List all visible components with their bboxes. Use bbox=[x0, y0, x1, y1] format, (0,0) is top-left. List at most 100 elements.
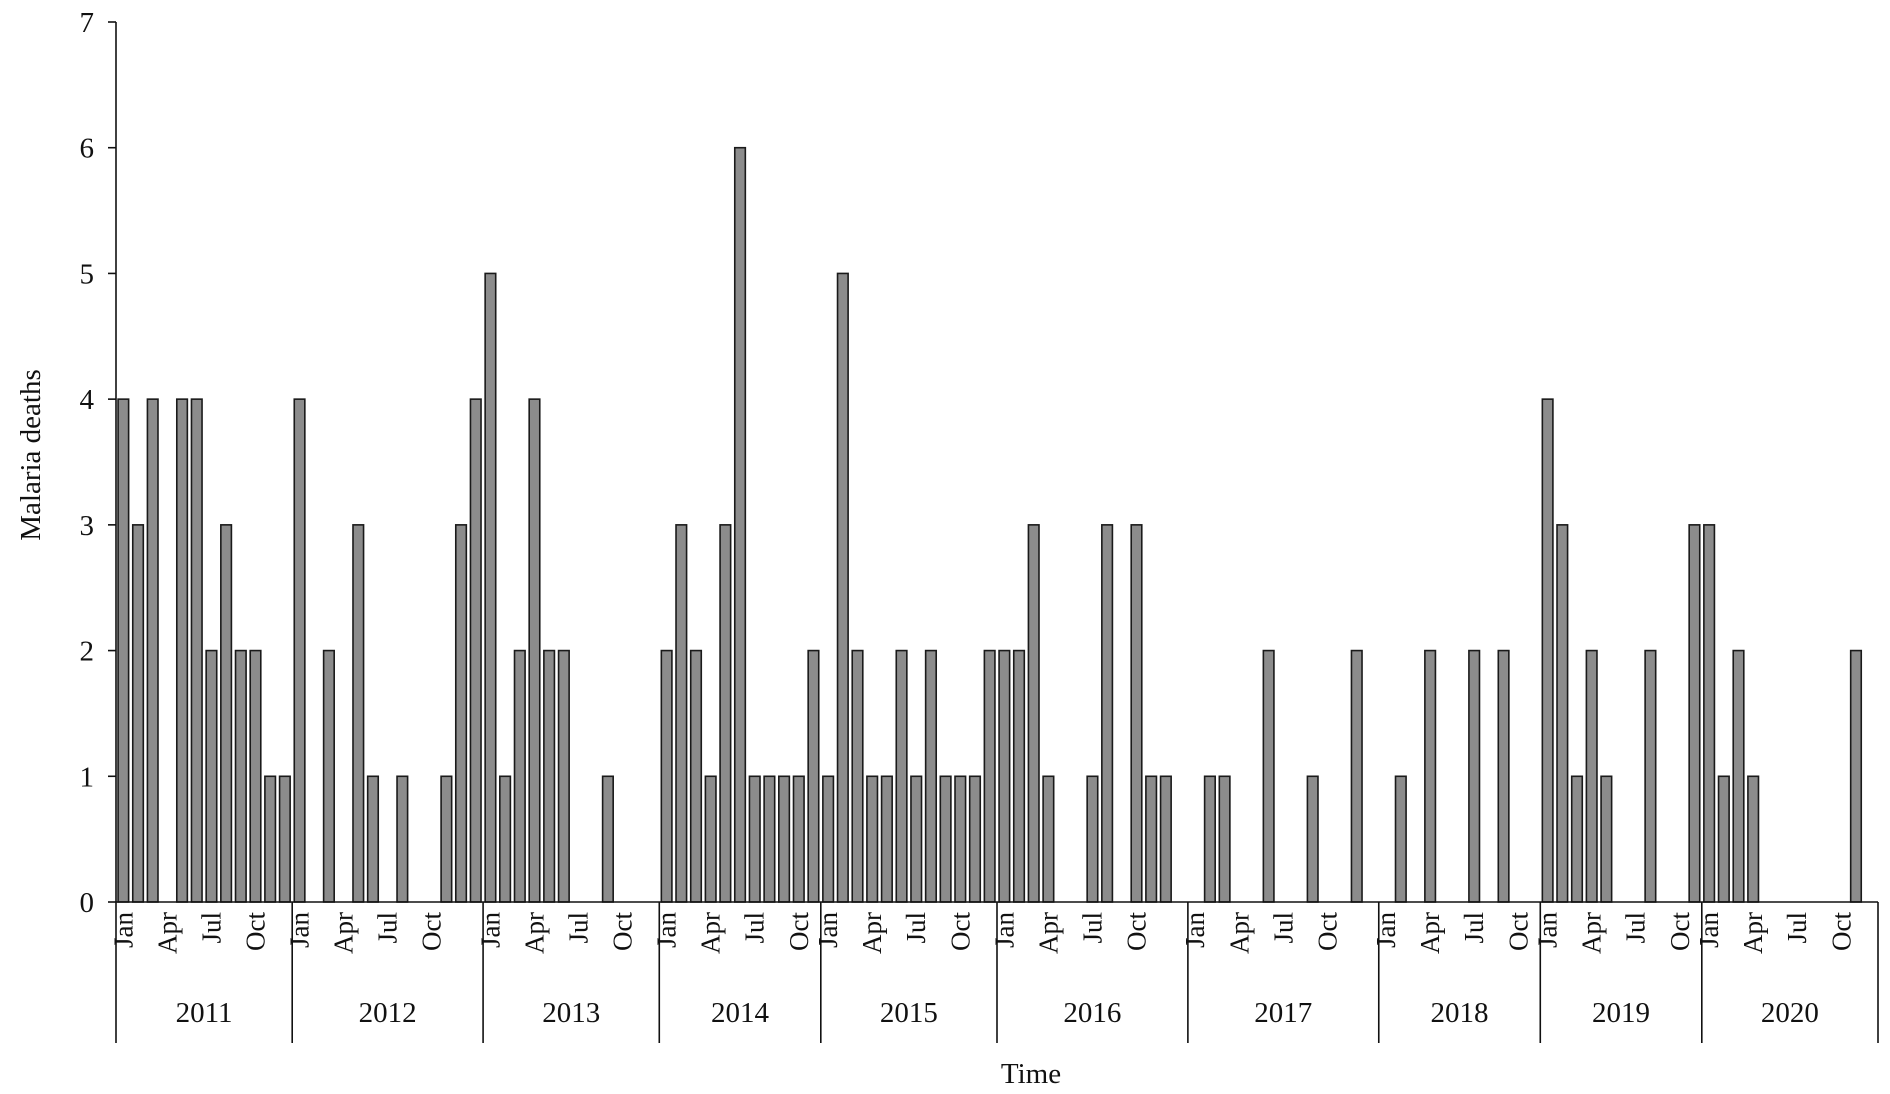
month-label-2013-jul: Jul bbox=[564, 912, 594, 944]
month-label-2013-oct: Oct bbox=[608, 912, 638, 951]
month-label-2020-apr: Apr bbox=[1738, 912, 1768, 954]
bar-2012-1 bbox=[293, 398, 306, 903]
bar-2019-2 bbox=[1556, 524, 1569, 903]
bar-2019-3 bbox=[1570, 775, 1584, 903]
bar-2011-6 bbox=[190, 398, 203, 903]
bar-2019-8 bbox=[1644, 649, 1657, 903]
month-label-2011-jan: Jan bbox=[108, 912, 138, 948]
bar-2012-12 bbox=[454, 524, 468, 903]
bar-2014-1 bbox=[660, 649, 673, 903]
bar-2020-2 bbox=[1717, 775, 1730, 903]
bar-2018-9 bbox=[1497, 649, 1510, 903]
month-label-2020-oct: Oct bbox=[1826, 912, 1856, 951]
bar-2015-7 bbox=[910, 775, 923, 903]
y-tick-label-6: 6 bbox=[80, 133, 95, 165]
bar-2016-10 bbox=[1130, 524, 1143, 903]
y-tick-label-2: 2 bbox=[80, 636, 95, 668]
bar-2011-8 bbox=[220, 524, 233, 903]
bar-2015-8 bbox=[924, 649, 938, 903]
bar-2014-10 bbox=[792, 775, 805, 903]
month-label-2017-oct: Oct bbox=[1312, 912, 1342, 951]
month-label-2019-jan: Jan bbox=[1533, 912, 1563, 948]
month-label-2019-jul: Jul bbox=[1621, 912, 1651, 944]
bar-2018-2 bbox=[1394, 775, 1407, 903]
month-label-2017-jul: Jul bbox=[1268, 912, 1298, 944]
month-label-2018-jan: Jan bbox=[1371, 912, 1401, 948]
month-label-2011-jul: Jul bbox=[196, 912, 226, 944]
bar-2015-3 bbox=[851, 649, 864, 903]
bar-2015-9 bbox=[939, 775, 952, 903]
bar-2012-5 bbox=[352, 524, 365, 903]
bar-2016-1 bbox=[998, 649, 1011, 903]
bar-2014-4 bbox=[704, 775, 717, 903]
month-label-2020-jul: Jul bbox=[1782, 912, 1812, 944]
bar-2017-3 bbox=[1218, 775, 1231, 903]
bar-2018-7 bbox=[1468, 649, 1481, 903]
bar-2015-1 bbox=[822, 775, 835, 903]
year-label-2018: 2018 bbox=[1431, 997, 1489, 1029]
bar-2015-4 bbox=[866, 775, 879, 903]
month-label-2012-apr: Apr bbox=[329, 912, 359, 954]
month-label-2015-oct: Oct bbox=[945, 912, 975, 951]
bar-2011-5 bbox=[175, 398, 189, 903]
bar-2019-1 bbox=[1541, 398, 1554, 903]
month-label-2018-apr: Apr bbox=[1415, 912, 1445, 954]
bar-2012-6 bbox=[366, 775, 380, 903]
bar-2020-4 bbox=[1747, 775, 1760, 903]
bar-2016-8 bbox=[1101, 524, 1114, 903]
month-label-2019-oct: Oct bbox=[1665, 912, 1695, 951]
bar-2015-2 bbox=[836, 272, 849, 903]
y-tick-label-1: 1 bbox=[80, 761, 95, 793]
bar-2013-5 bbox=[543, 649, 556, 903]
bar-2012-3 bbox=[322, 649, 335, 903]
month-label-2015-jan: Jan bbox=[813, 912, 843, 948]
month-label-2011-apr: Apr bbox=[152, 912, 182, 954]
y-tick-label-5: 5 bbox=[80, 258, 95, 290]
bar-2011-10 bbox=[249, 649, 262, 903]
bar-2011-3 bbox=[146, 398, 159, 903]
month-label-2015-jul: Jul bbox=[901, 912, 931, 944]
month-label-2016-oct: Oct bbox=[1122, 912, 1152, 951]
bar-2016-7 bbox=[1086, 775, 1099, 903]
bar-2012-11 bbox=[440, 775, 453, 903]
bar-2020-3 bbox=[1732, 649, 1745, 903]
bar-2016-4 bbox=[1042, 775, 1055, 903]
bar-2014-6 bbox=[733, 146, 747, 903]
bar-2014-7 bbox=[748, 775, 761, 903]
bar-2015-11 bbox=[968, 775, 982, 903]
month-label-2020-jan: Jan bbox=[1694, 912, 1724, 948]
year-label-2020: 2020 bbox=[1761, 997, 1819, 1029]
month-label-2013-jan: Jan bbox=[475, 912, 505, 948]
bar-2016-2 bbox=[1012, 649, 1026, 903]
bars-layer bbox=[117, 146, 1863, 903]
bar-2014-5 bbox=[719, 524, 732, 903]
year-label-2017: 2017 bbox=[1254, 997, 1312, 1029]
y-axis: 0 1 2 3 4 5 6 7 bbox=[80, 7, 117, 919]
month-label-2014-apr: Apr bbox=[696, 912, 726, 954]
year-label-2015: 2015 bbox=[880, 997, 938, 1029]
bar-2011-9 bbox=[234, 649, 247, 903]
x-axis: Jan Apr Jul Oct 2011 Jan Apr Jul Oct 2012 Jan Apr Ju… bbox=[108, 901, 1879, 1043]
bar-2011-11 bbox=[264, 775, 277, 903]
month-label-2013-apr: Apr bbox=[520, 912, 550, 954]
month-label-2018-jul: Jul bbox=[1459, 912, 1489, 944]
month-label-2012-oct: Oct bbox=[417, 912, 447, 951]
bar-2013-3 bbox=[513, 649, 526, 903]
y-tick-label-0: 0 bbox=[80, 887, 95, 919]
year-label-2011: 2011 bbox=[176, 997, 233, 1029]
bar-2019-4 bbox=[1585, 649, 1598, 903]
month-label-2012-jul: Jul bbox=[373, 912, 403, 944]
year-label-2012: 2012 bbox=[359, 997, 417, 1029]
bar-2017-9 bbox=[1306, 775, 1319, 903]
year-label-2019: 2019 bbox=[1592, 997, 1650, 1029]
month-label-2014-jul: Jul bbox=[740, 912, 770, 944]
month-label-2016-jan: Jan bbox=[989, 912, 1019, 948]
bar-2017-6 bbox=[1262, 649, 1275, 903]
bar-2011-2 bbox=[131, 524, 145, 903]
bar-2020-11 bbox=[1849, 649, 1863, 903]
bar-2019-11 bbox=[1688, 524, 1701, 903]
bar-2013-4 bbox=[528, 398, 541, 903]
month-label-2018-oct: Oct bbox=[1503, 912, 1533, 951]
bar-2014-8 bbox=[763, 775, 776, 903]
bar-2019-5 bbox=[1600, 775, 1613, 903]
